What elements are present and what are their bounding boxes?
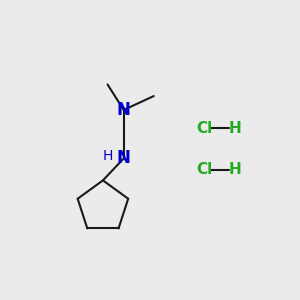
Text: H: H — [102, 149, 113, 163]
Text: H: H — [228, 163, 241, 178]
Text: Cl: Cl — [196, 121, 213, 136]
Text: H: H — [228, 121, 241, 136]
Text: N: N — [117, 149, 131, 167]
Text: Cl: Cl — [196, 163, 213, 178]
Text: N: N — [117, 101, 131, 119]
